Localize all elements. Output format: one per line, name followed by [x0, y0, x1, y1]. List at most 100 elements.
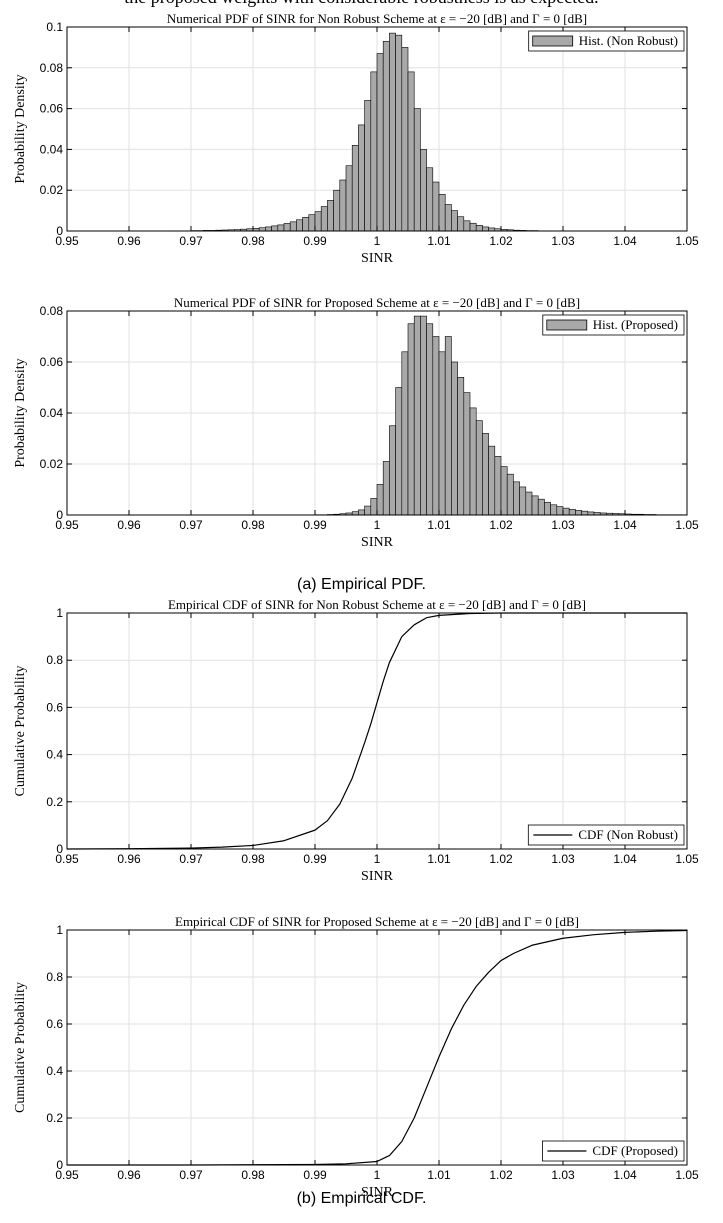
x-tick-label: 0.98	[241, 1168, 265, 1182]
x-tick-label: 0.97	[179, 234, 203, 248]
x-tick-label: 1.05	[675, 1168, 699, 1182]
x-tick-label: 0.96	[117, 234, 141, 248]
y-tick-label: 0	[56, 1158, 63, 1172]
histogram-bar	[365, 100, 371, 231]
x-tick-label: 0.99	[303, 234, 327, 248]
histogram-bar	[414, 316, 420, 515]
y-tick-label: 0.8	[46, 970, 63, 984]
histogram-bar	[371, 72, 377, 231]
x-tick-label: 1.05	[675, 518, 699, 532]
histogram-bar	[290, 222, 296, 231]
histogram-bar	[396, 35, 402, 231]
x-axis-label: SINR	[361, 869, 394, 884]
histogram-bar	[433, 337, 439, 516]
x-tick-label: 1.01	[427, 852, 451, 866]
y-tick-label: 0.02	[40, 457, 64, 471]
histogram-bar	[427, 324, 433, 515]
legend-label: CDF (Non Robust)	[578, 827, 678, 842]
histogram-bar	[420, 149, 426, 231]
histogram-bar	[327, 200, 333, 231]
histogram-bar	[408, 324, 414, 515]
y-axis-label: Cumulative Probability	[13, 665, 28, 796]
histogram-bar	[557, 507, 563, 515]
histogram-bar	[476, 225, 482, 231]
histogram-bar	[482, 433, 488, 515]
y-axis-label: Cumulative Probability	[13, 982, 28, 1113]
x-tick-label: 0.96	[117, 1168, 141, 1182]
histogram-bar	[551, 505, 557, 515]
histogram-bar	[439, 352, 445, 515]
x-tick-label: 0.99	[303, 852, 327, 866]
x-tick-label: 1	[374, 1168, 381, 1182]
legend: CDF (Proposed)	[542, 1141, 684, 1161]
histogram-bar	[501, 467, 507, 515]
x-tick-label: 0.98	[241, 852, 265, 866]
histogram-bar	[296, 220, 302, 231]
chart-title: Empirical CDF of SINR for Non Robust Sch…	[168, 597, 586, 612]
x-tick-label: 1.05	[675, 852, 699, 866]
x-tick-label: 1.01	[427, 234, 451, 248]
legend-label: Hist. (Proposed)	[593, 317, 678, 332]
y-tick-label: 0	[56, 842, 63, 856]
y-tick-label: 0	[56, 224, 63, 238]
legend-swatch	[533, 36, 573, 46]
y-axis-label: Probability Density	[13, 358, 28, 467]
y-tick-label: 0.4	[46, 1064, 63, 1078]
y-tick-label: 1	[56, 923, 63, 937]
legend: Hist. (Non Robust)	[529, 31, 684, 51]
y-tick-label: 0	[56, 508, 63, 522]
histogram-bar	[383, 41, 389, 231]
x-tick-label: 1.03	[551, 234, 575, 248]
x-tick-label: 1.01	[427, 518, 451, 532]
chart-title: Numerical PDF of SINR for Proposed Schem…	[174, 295, 580, 310]
histogram-bar	[569, 509, 575, 515]
x-tick-label: 0.98	[241, 518, 265, 532]
histogram-bar	[445, 204, 451, 231]
histogram-bar	[420, 316, 426, 515]
y-axis-label: Probability Density	[13, 74, 28, 183]
histogram-bar	[513, 482, 519, 515]
x-tick-label: 0.98	[241, 234, 265, 248]
x-tick-label: 1.03	[551, 518, 575, 532]
legend-label: Hist. (Non Robust)	[579, 33, 678, 48]
x-axis-label: SINR	[361, 535, 394, 550]
y-tick-label: 0.02	[40, 183, 64, 197]
y-tick-label: 0.04	[40, 406, 64, 420]
x-tick-label: 1.04	[613, 234, 637, 248]
histogram-bar	[482, 227, 488, 231]
histogram-bar	[464, 221, 470, 231]
histogram-bar	[358, 510, 364, 515]
x-tick-label: 1.03	[551, 852, 575, 866]
histogram-bar	[451, 211, 457, 231]
histogram-bar	[346, 166, 352, 231]
histogram-bar	[315, 212, 321, 231]
histogram-bar	[389, 33, 395, 231]
histogram-bar	[582, 511, 588, 515]
y-tick-label: 0.08	[40, 304, 64, 318]
histogram-bar	[352, 145, 358, 231]
y-tick-label: 0.6	[46, 700, 63, 714]
histogram-bar	[377, 484, 383, 515]
caption-a: (a) Empirical PDF.	[0, 576, 723, 594]
histogram-bar	[358, 125, 364, 231]
histogram-bar	[365, 506, 371, 515]
histogram-bar	[377, 54, 383, 231]
histogram-bar	[408, 72, 414, 231]
histogram-bar	[265, 227, 271, 231]
x-tick-label: 1	[374, 518, 381, 532]
histogram-bar	[309, 215, 315, 231]
x-tick-label: 0.99	[303, 518, 327, 532]
x-tick-label: 0.97	[179, 852, 203, 866]
histogram-bar	[402, 352, 408, 515]
histogram-bar	[538, 499, 544, 515]
histogram-bar	[458, 217, 464, 231]
legend-swatch	[547, 320, 587, 330]
caption-b: (b) Empirical CDF.	[0, 1190, 723, 1208]
x-tick-label: 1.03	[551, 1168, 575, 1182]
histogram-bar	[383, 461, 389, 515]
histogram-bar	[445, 337, 451, 516]
